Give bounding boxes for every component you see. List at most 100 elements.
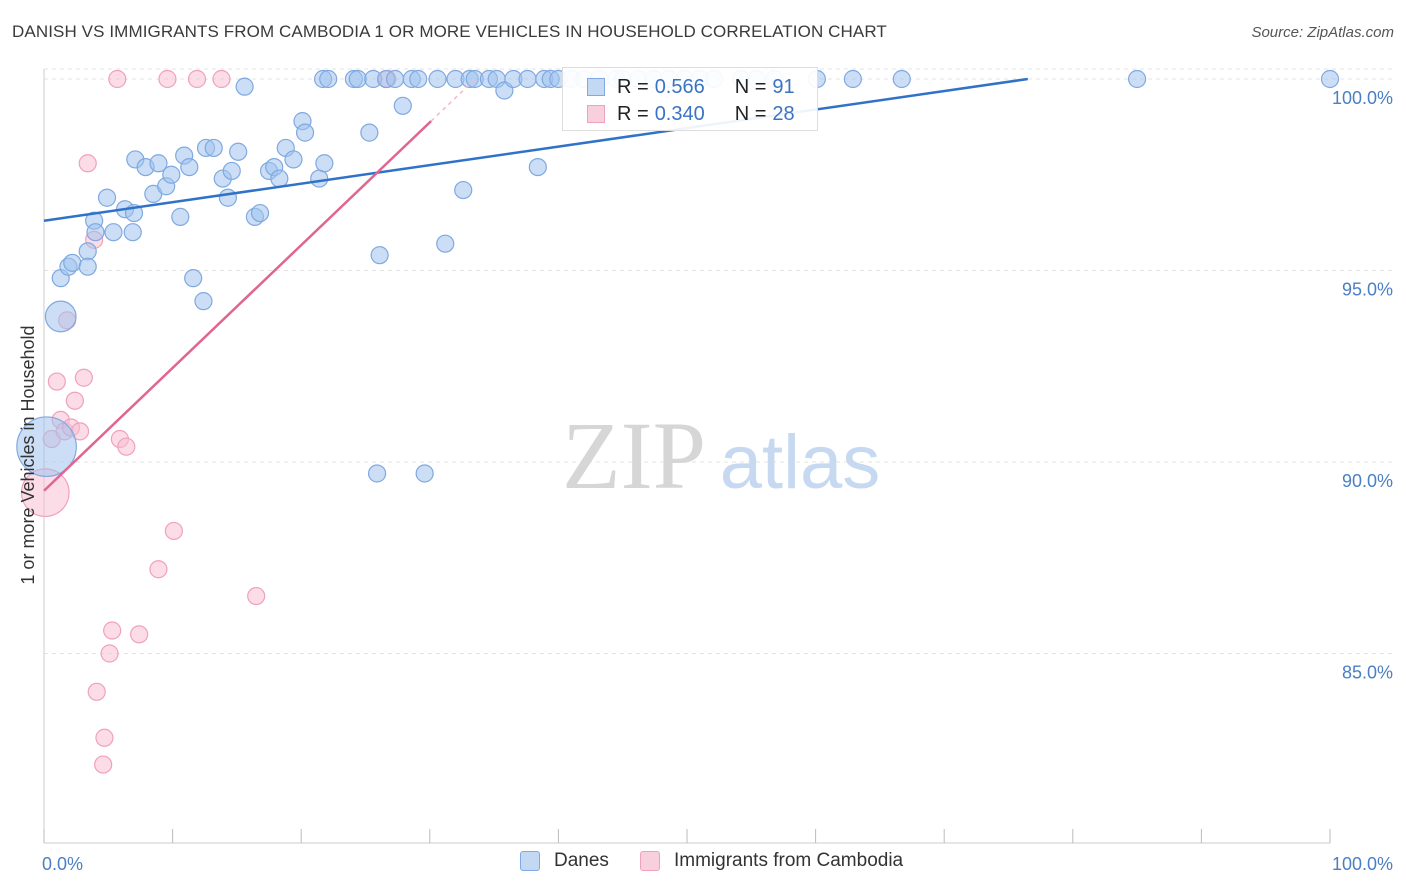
danes-point [16, 416, 77, 478]
n-label: N = [734, 102, 767, 125]
chart-title: DANISH VS IMMIGRANTS FROM CAMBODIA 1 OR … [12, 22, 887, 41]
cambodia-point [87, 682, 106, 701]
danes-point [97, 188, 117, 207]
y-tick-label: 90.0% [1342, 471, 1393, 491]
y-tick-label: 100.0% [1332, 88, 1393, 108]
r-label: R = [617, 102, 649, 125]
danes-point [63, 253, 82, 272]
danes-point [348, 69, 367, 89]
y-tick-label: 85.0% [1342, 663, 1393, 683]
stats-legend-cambodia: R = 0.340 N = 28 [563, 100, 795, 128]
danes-point [1127, 69, 1147, 89]
danes-point [229, 142, 248, 161]
tick-labels: 100.0% 95.0% 90.0% 85.0% 0.0% 100.0% [42, 88, 1393, 874]
danes-point [393, 96, 412, 115]
danes-trend-line [43, 77, 1028, 222]
stats-legend-danes: R = 0.566 N = 91 [563, 73, 795, 101]
cambodia-trend-line [43, 120, 432, 492]
cambodia-point [74, 368, 93, 387]
cambodia-point [187, 69, 207, 89]
cambodia-point [212, 69, 231, 89]
danes-point [454, 180, 473, 200]
danes-point [518, 69, 537, 89]
cambodia-points [20, 69, 397, 774]
legend-label-danes: Danes [554, 850, 609, 871]
danes-point [295, 123, 315, 142]
danes-point [123, 223, 142, 242]
danes-point [78, 257, 97, 276]
legend-item-cambodia[interactable]: Immigrants from Cambodia [640, 850, 903, 872]
danes-point [315, 154, 334, 173]
cambodia-point [95, 728, 114, 747]
n-label: N = [734, 75, 767, 98]
cambodia-point [94, 755, 113, 774]
r-value: 0.566 [654, 75, 705, 98]
r-value: 0.340 [654, 102, 705, 125]
cambodia-point [247, 586, 266, 606]
watermark-atlas: atlas [720, 420, 881, 505]
n-value: 91 [772, 75, 795, 98]
danes-point [194, 292, 213, 311]
danes-point [360, 123, 379, 142]
trend-lines [43, 77, 1028, 492]
danes-point [319, 69, 338, 89]
danes-point [415, 464, 434, 483]
legend-label-cambodia: Immigrants from Cambodia [674, 850, 904, 871]
danes-point [270, 169, 289, 188]
cambodia-point [78, 154, 97, 173]
danes-point [367, 464, 387, 483]
danes-point [370, 246, 389, 265]
danes-point [892, 69, 911, 89]
danes-point [86, 223, 105, 242]
source-label: Source: ZipAtlas.com [1251, 24, 1394, 41]
cambodia-swatch [587, 105, 605, 123]
danes-point [284, 150, 303, 169]
danes-swatch [587, 78, 605, 96]
danes-point [310, 169, 329, 188]
watermark-zip: ZIP [562, 402, 706, 509]
cambodia-point [158, 69, 177, 89]
danes-point [78, 242, 97, 261]
danes-point [250, 203, 270, 223]
danes-point [149, 154, 168, 173]
stats-legend: R = 0.566 N = 91 R = 0.340 N = 28 [562, 67, 818, 131]
cambodia-point [100, 644, 119, 663]
danes-point [104, 223, 123, 242]
cambodia-point [130, 625, 149, 644]
x-tick-label: 0.0% [42, 854, 83, 874]
cambodia-point [149, 560, 168, 579]
legend-item-danes[interactable]: Danes [520, 850, 609, 872]
danes-point [171, 207, 190, 226]
danes-point [222, 161, 241, 181]
cambodia-legend-swatch [640, 851, 660, 871]
danes-point [843, 69, 862, 89]
n-value: 28 [772, 102, 795, 125]
danes-point [436, 234, 455, 253]
cambodia-trend-extension [430, 78, 476, 122]
danes-point [44, 300, 77, 333]
danes-point [528, 157, 547, 177]
x-tick-label: 100.0% [1332, 854, 1393, 874]
cambodia-point [103, 621, 122, 640]
cambodia-point [117, 437, 136, 456]
danes-point [162, 165, 181, 184]
danes-point [235, 77, 254, 96]
series-legend: Danes Immigrants from Cambodia [0, 850, 1406, 878]
danes-point [218, 188, 237, 207]
y-axis-label: 1 or more Vehicles in Household [18, 325, 38, 584]
danes-point [409, 69, 428, 89]
danes-point [385, 69, 405, 89]
r-label: R = [617, 75, 649, 98]
cambodia-point [47, 372, 66, 391]
danes-point [180, 157, 199, 177]
grid-lines [44, 68, 1393, 654]
danes-point [204, 138, 223, 158]
y-tick-label: 95.0% [1342, 280, 1393, 300]
danes-point [428, 69, 447, 89]
cambodia-point [65, 391, 84, 410]
cambodia-point [164, 521, 183, 541]
danes-point [184, 269, 203, 288]
cambodia-point [108, 69, 127, 89]
danes-point [1320, 69, 1340, 89]
